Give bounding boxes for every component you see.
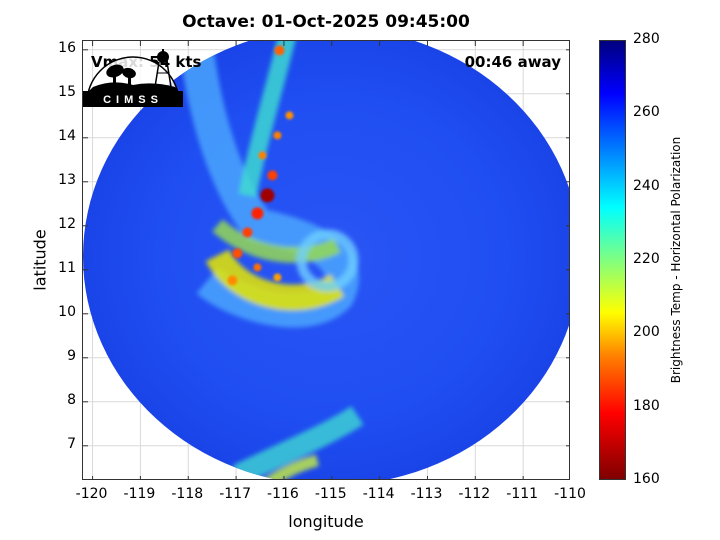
y-tick-label: 12: [58, 215, 76, 232]
x-tick-label: -110: [554, 486, 586, 502]
y-tick-label: 10: [58, 303, 76, 320]
plot-area: Vmax: 54 kts 00:46 away CIMSS: [82, 40, 570, 480]
y-tick-label: 9: [67, 347, 76, 364]
colorbar: [599, 40, 626, 480]
x-tick-label: -113: [410, 486, 443, 502]
colorbar-tick-label: 160: [633, 471, 660, 487]
x-tick-label: -118: [171, 486, 204, 502]
colorbar-label: Brightness Temp - Horizontal Polarizatio…: [669, 136, 683, 384]
chart-title: Octave: 01-Oct-2025 09:45:00: [182, 12, 470, 32]
x-tick-label: -120: [75, 486, 108, 502]
y-tick-label: 14: [58, 127, 76, 144]
x-tick-label: -115: [314, 486, 347, 502]
axis-tick-marks: [83, 41, 569, 479]
x-tick-label: -116: [267, 486, 299, 502]
colorbar-tick-label: 240: [633, 177, 660, 194]
colorbar-tick-label: 220: [633, 251, 660, 267]
x-tick-label: -114: [362, 486, 395, 502]
cimss-logo: CIMSS: [83, 49, 183, 107]
storm-features: [180, 41, 364, 479]
colorbar-tick-label: 280: [633, 31, 660, 47]
y-tick-label: 13: [58, 171, 76, 188]
colorbar-tick-label: 200: [633, 324, 660, 341]
y-tick-label: 16: [58, 39, 76, 56]
y-tick-label: 11: [58, 259, 76, 276]
y-tick-label: 8: [67, 391, 76, 408]
y-axis-label: latitude: [30, 229, 50, 291]
brightness-temp-map: [83, 41, 569, 479]
y-tick-label: 15: [58, 83, 76, 100]
svg-text:CIMSS: CIMSS: [103, 94, 163, 106]
x-axis-label: longitude: [288, 512, 364, 531]
x-tick-label: -112: [458, 486, 491, 502]
colorbar-tick-label: 180: [633, 397, 660, 414]
y-tick-label: 7: [67, 435, 76, 452]
x-tick-label: -119: [123, 486, 156, 502]
x-tick-label: -111: [506, 486, 539, 502]
colorbar-tick-label: 260: [633, 104, 660, 121]
x-tick-label: -117: [219, 486, 251, 502]
time-away-label: 00:46 away: [464, 53, 561, 71]
